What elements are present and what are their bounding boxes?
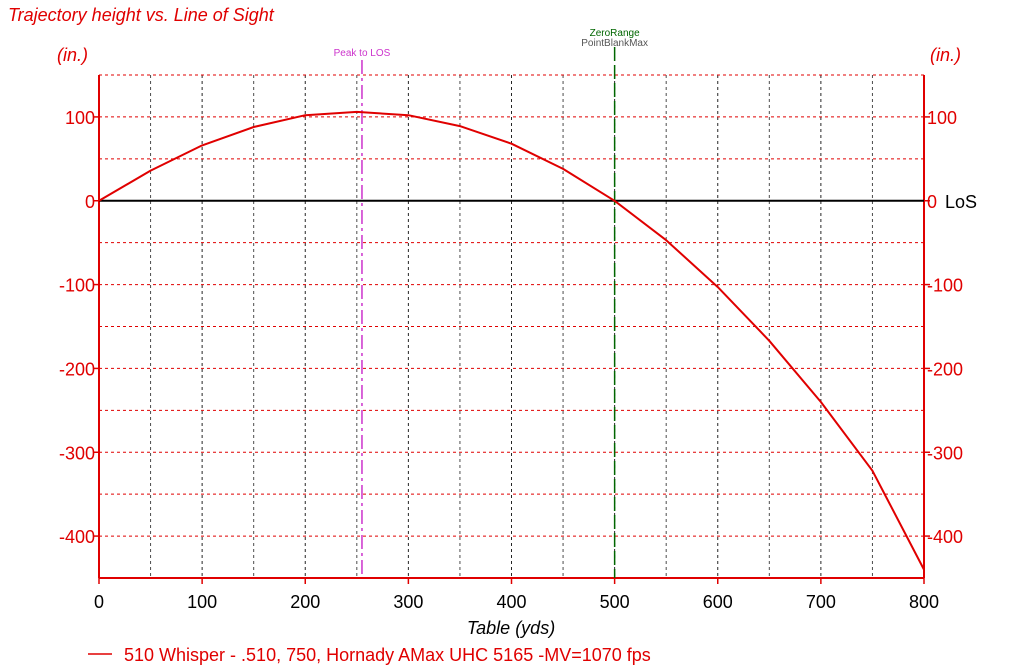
- x-tick-label: 500: [600, 592, 630, 612]
- y-tick-label-right: -300: [927, 443, 963, 463]
- x-tick-label: 800: [909, 592, 939, 612]
- x-axis-label: Table (yds): [467, 618, 555, 638]
- zero-range-label: ZeroRange: [590, 28, 640, 39]
- y-tick-label-left: -400: [59, 527, 95, 547]
- point-blank-max-label: PointBlankMax: [581, 38, 648, 49]
- y-tick-label-right: -100: [927, 276, 963, 296]
- y-tick-label-left: 0: [85, 192, 95, 212]
- x-tick-label: 700: [806, 592, 836, 612]
- y-tick-label-left: -100: [59, 276, 95, 296]
- plot-area: 0 100 200 300 400 500 600 700 800 100 100 0 0 -100 -10…: [59, 28, 977, 612]
- y-tick-label-right: 100: [927, 108, 957, 128]
- x-tick-label: 0: [94, 592, 104, 612]
- y-tick-label-left: -300: [59, 443, 95, 463]
- y-tick-label-left: 100: [65, 108, 95, 128]
- peak-marker-label: Peak to LOS: [334, 48, 391, 59]
- trajectory-series-line: [98, 110, 925, 571]
- legend-entry: 510 Whisper - .510, 750, Hornady AMax UH…: [124, 645, 651, 665]
- y-axis-label-left: (in.): [57, 45, 88, 65]
- x-tick-label: 600: [703, 592, 733, 612]
- x-tick-label: 100: [187, 592, 217, 612]
- y-tick-label-right: -400: [927, 527, 963, 547]
- x-tick-label: 400: [496, 592, 526, 612]
- x-tick-label: 200: [290, 592, 320, 612]
- los-label: LoS: [945, 192, 977, 212]
- x-tick-label: 300: [393, 592, 423, 612]
- chart-title: Trajectory height vs. Line of Sight: [8, 5, 275, 25]
- y-tick-label-right: -200: [927, 359, 963, 379]
- y-tick-label-left: -200: [59, 359, 95, 379]
- y-axis-label-right: (in.): [930, 45, 961, 65]
- y-tick-label-right: 0: [927, 192, 937, 212]
